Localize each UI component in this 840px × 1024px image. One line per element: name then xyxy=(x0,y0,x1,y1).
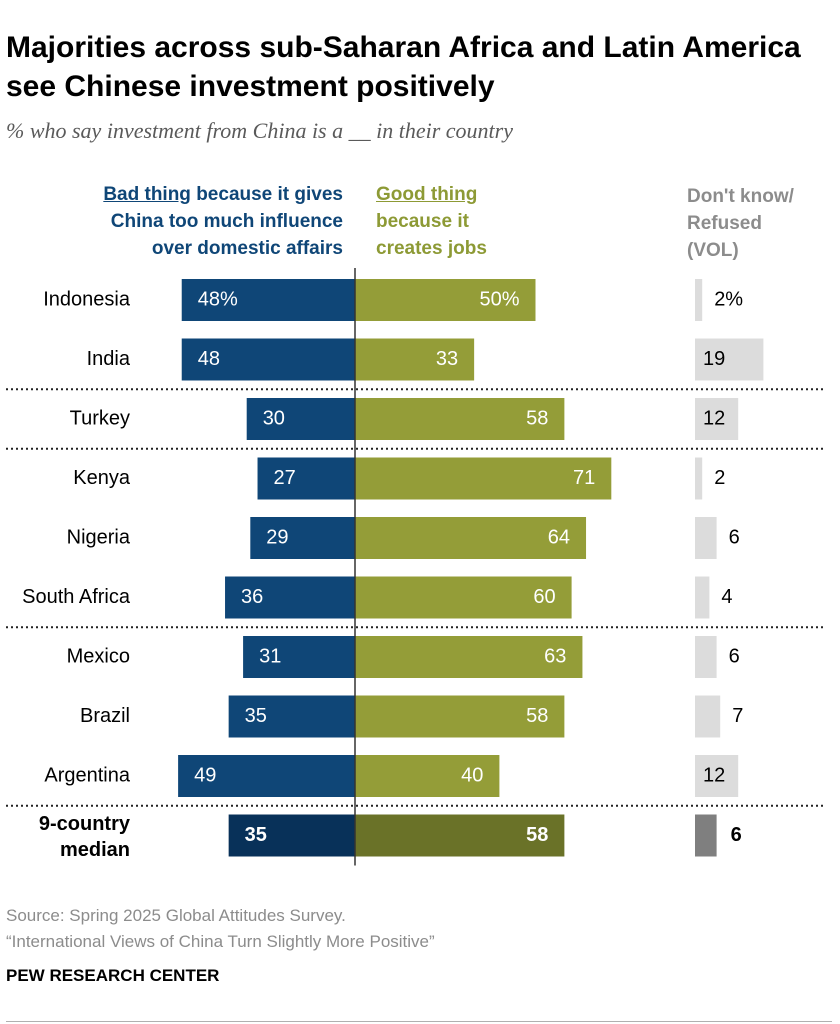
legend-bad-key: Bad thing xyxy=(103,184,191,205)
bar-dk-indonesia xyxy=(695,279,703,321)
value-label-good-median: 58 xyxy=(526,824,548,846)
value-label-bad-south-africa: 36 xyxy=(241,586,263,608)
chart-subtitle: % who say investment from China is a __ … xyxy=(6,118,513,143)
bottom-rule xyxy=(6,1021,832,1022)
bar-bad-brazil xyxy=(228,695,355,738)
source-line-1: Source: Spring 2025 Global Attitudes Sur… xyxy=(6,906,346,925)
value-label-dk-mexico: 6 xyxy=(729,645,740,667)
value-label-good-india: 33 xyxy=(436,348,458,370)
legend-good-key: Good thing xyxy=(376,184,478,205)
bar-bad-india xyxy=(181,338,355,381)
bar-good-indonesia xyxy=(355,279,536,321)
category-label-india: India xyxy=(87,348,131,370)
value-label-good-mexico: 63 xyxy=(544,645,566,667)
legend-good-text-1: because it xyxy=(376,211,469,232)
bar-bad-south-africa xyxy=(225,576,355,619)
bar-good-kenya xyxy=(355,457,612,500)
value-label-bad-brazil: 35 xyxy=(245,705,267,727)
bar-bad-median xyxy=(228,814,355,857)
bar-dk-brazil xyxy=(695,695,721,738)
bar-good-turkey xyxy=(355,398,565,440)
value-label-bad-mexico: 31 xyxy=(259,645,281,667)
bar-dk-india xyxy=(695,338,764,381)
value-label-bad-india: 48 xyxy=(198,348,220,370)
chart-title: Majorities across sub-Saharan Africa and… xyxy=(6,31,801,103)
category-label-turkey: Turkey xyxy=(70,407,130,429)
legend-dk-text-1: Don't know/ xyxy=(687,186,794,207)
value-label-bad-kenya: 27 xyxy=(274,467,296,489)
legend-dont-know: Don't know/ Refused (VOL) xyxy=(687,183,794,264)
bar-good-median xyxy=(355,814,565,857)
organization-label: PEW RESEARCH CENTER xyxy=(6,966,220,985)
bar-bad-indonesia xyxy=(181,279,355,321)
legend-bad-thing: Bad thing because it gives China too muc… xyxy=(103,181,343,262)
bar-bad-mexico xyxy=(243,636,355,678)
bar-good-india xyxy=(355,338,475,381)
value-label-dk-brazil: 7 xyxy=(732,705,743,727)
bar-good-mexico xyxy=(355,636,583,678)
value-label-dk-argentina: 12 xyxy=(703,764,725,786)
legend-bad-text-1: because it gives xyxy=(190,184,343,205)
category-label-nigeria: Nigeria xyxy=(67,526,131,548)
value-label-good-indonesia: 50% xyxy=(479,288,519,310)
category-label-south-africa: South Africa xyxy=(22,586,131,608)
bar-dk-median xyxy=(695,814,717,857)
value-label-dk-nigeria: 6 xyxy=(729,526,740,548)
value-label-good-turkey: 58 xyxy=(526,407,548,429)
bar-good-brazil xyxy=(355,695,565,738)
value-label-bad-median: 35 xyxy=(245,824,267,846)
legend-bad-text-2: China too much influence xyxy=(110,211,343,232)
bar-dk-mexico xyxy=(695,636,717,678)
bar-bad-kenya xyxy=(257,457,355,500)
bar-bad-turkey xyxy=(246,398,355,440)
legend-dk-text-2: Refused xyxy=(687,213,762,234)
value-label-bad-argentina: 49 xyxy=(194,764,216,786)
legend-good-text-2: creates jobs xyxy=(376,238,487,259)
bar-dk-south-africa xyxy=(695,576,710,619)
legend-bad-text-3: over domestic affairs xyxy=(151,238,343,259)
median-label-line2: median xyxy=(60,839,130,861)
value-label-dk-kenya: 2 xyxy=(714,467,725,489)
category-label-mexico: Mexico xyxy=(67,645,130,667)
value-label-bad-indonesia: 48% xyxy=(198,288,238,310)
median-label-line1: 9-country xyxy=(39,813,131,835)
value-label-dk-indonesia: 2% xyxy=(714,288,743,310)
category-label-indonesia: Indonesia xyxy=(43,288,131,310)
value-label-good-nigeria: 64 xyxy=(548,526,570,548)
value-label-dk-turkey: 12 xyxy=(703,407,725,429)
bar-bad-nigeria xyxy=(250,517,355,559)
value-label-dk-south-africa: 4 xyxy=(721,586,732,608)
legend-good-thing: Good thing because it creates jobs xyxy=(376,181,487,262)
category-label-kenya: Kenya xyxy=(73,467,131,489)
source-line-2: “International Views of China Turn Sligh… xyxy=(6,932,435,951)
value-label-dk-india: 19 xyxy=(703,348,725,370)
source-note: Source: Spring 2025 Global Attitudes Sur… xyxy=(6,903,435,955)
value-label-good-kenya: 71 xyxy=(573,467,595,489)
category-label-brazil: Brazil xyxy=(80,705,130,727)
bar-dk-turkey xyxy=(695,398,739,440)
value-label-bad-nigeria: 29 xyxy=(266,526,288,548)
value-label-dk-median: 6 xyxy=(731,824,742,846)
bar-bad-argentina xyxy=(178,755,355,797)
legend-dk-text-3: (VOL) xyxy=(687,240,739,261)
bar-dk-argentina xyxy=(695,755,739,797)
bar-dk-kenya xyxy=(695,457,703,500)
value-label-good-brazil: 58 xyxy=(526,705,548,727)
bar-good-nigeria xyxy=(355,517,587,559)
bar-good-argentina xyxy=(355,755,500,797)
bar-dk-nigeria xyxy=(695,517,717,559)
value-label-good-south-africa: 60 xyxy=(533,586,555,608)
value-label-good-argentina: 40 xyxy=(461,764,483,786)
value-label-bad-turkey: 30 xyxy=(263,407,285,429)
bar-good-south-africa xyxy=(355,576,572,619)
category-label-argentina: Argentina xyxy=(44,764,130,786)
diverging-bar-chart: Indonesia 48% 50% 2% India 48 33 19 Turkey 30 58 12… xyxy=(6,268,824,866)
